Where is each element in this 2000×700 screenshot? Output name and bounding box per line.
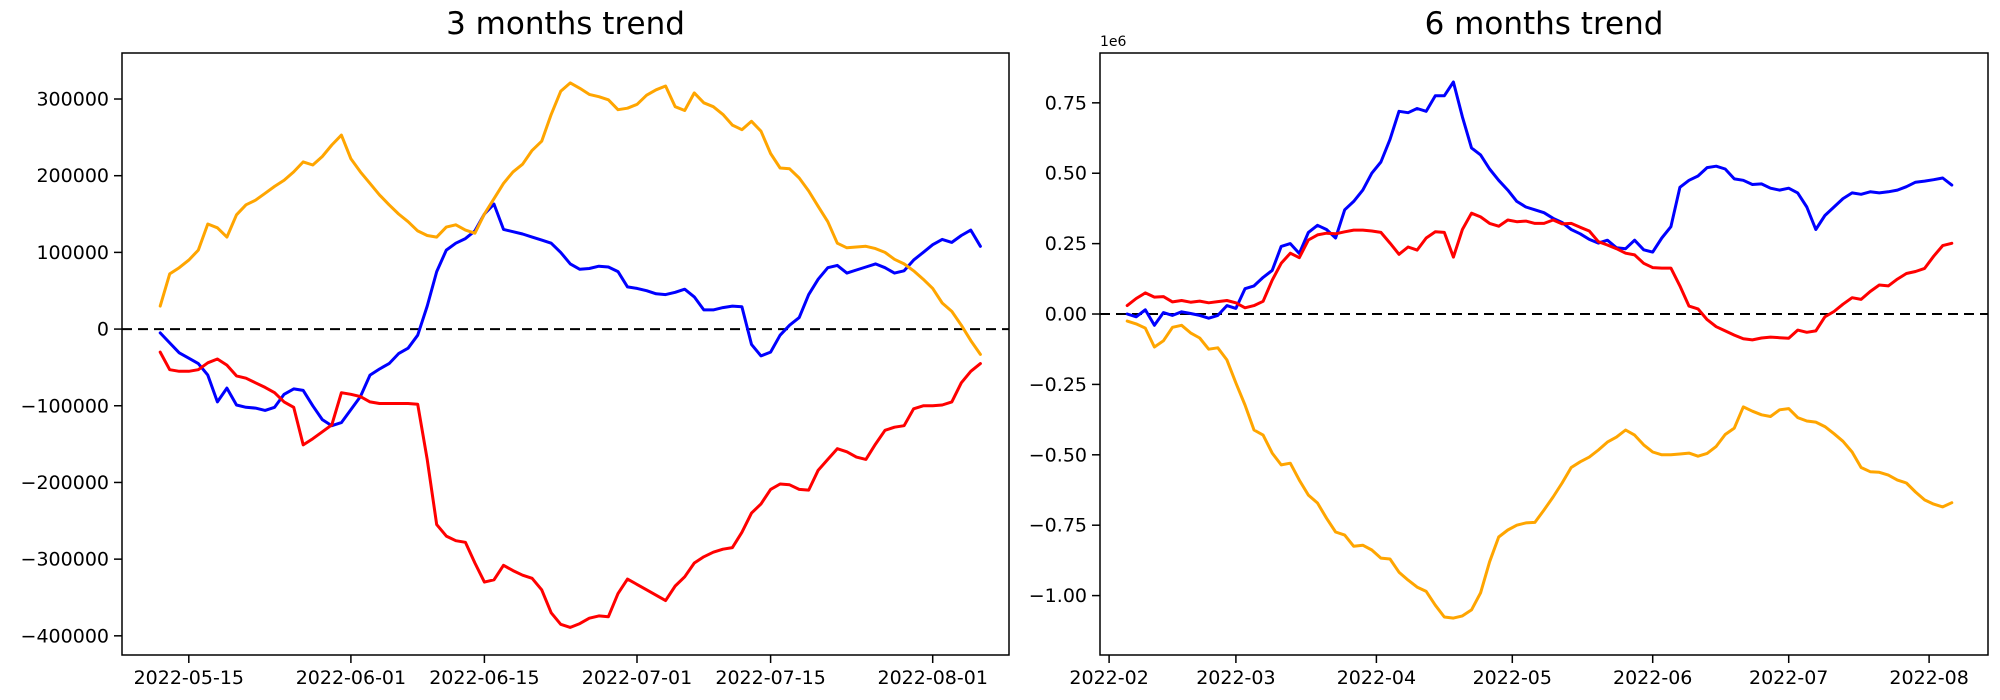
y-tick-label: 0.75: [1045, 92, 1087, 114]
y-tick-label: 0.00: [1045, 304, 1087, 326]
y-tick-label: 0: [97, 319, 109, 341]
chart-title-3-months: 3 months trend: [446, 6, 685, 42]
y-tick-label: 300000: [36, 89, 109, 111]
chart-title-6-months: 6 months trend: [1424, 6, 1664, 42]
y-tick-label: 0.25: [1045, 233, 1087, 255]
y-tick-label: −300000: [21, 549, 109, 571]
x-tick-label: 2022-07-15: [715, 667, 825, 689]
orange-series-line: [1125, 319, 1954, 620]
x-tick-label: 2022-06-01: [296, 667, 406, 689]
red-series-line: [158, 350, 982, 629]
x-tick-label: 2022-06-15: [429, 667, 539, 689]
y-tick-label: 0.50: [1045, 163, 1087, 185]
y-tick-label: −400000: [21, 625, 109, 647]
x-tick-label: 2022-06: [1613, 667, 1692, 689]
y-tick-label: 200000: [36, 165, 109, 187]
x-tick-label: 2022-07-01: [582, 667, 692, 689]
x-tick-label: 2022-03: [1196, 667, 1275, 689]
x-tick-label: 2022-08: [1889, 667, 1968, 689]
y-tick-label: −1.00: [1029, 585, 1087, 607]
x-tick-label: 2022-07: [1749, 667, 1828, 689]
orange-series-line: [158, 81, 982, 356]
y-tick-label: 100000: [36, 242, 109, 264]
y-tick-label: −0.75: [1029, 515, 1087, 537]
x-tick-label: 2022-02: [1069, 667, 1148, 689]
y-tick-label: −100000: [21, 395, 109, 417]
x-tick-label: 2022-08-01: [877, 667, 987, 689]
blue-series-line: [158, 202, 982, 428]
red-series-line: [1125, 211, 1954, 342]
y-tick-label: −0.50: [1029, 444, 1087, 466]
plot-border: [1099, 52, 1989, 656]
y-axis-offset-label: 1e6: [1100, 34, 1127, 50]
y-tick-label: −0.25: [1029, 374, 1087, 396]
plot-border: [121, 52, 1010, 656]
x-tick-label: 2022-05-15: [134, 667, 244, 689]
x-tick-label: 2022-05: [1473, 667, 1552, 689]
y-tick-label: −200000: [21, 472, 109, 494]
blue-series-line: [1125, 80, 1954, 327]
x-tick-label: 2022-04: [1337, 667, 1416, 689]
